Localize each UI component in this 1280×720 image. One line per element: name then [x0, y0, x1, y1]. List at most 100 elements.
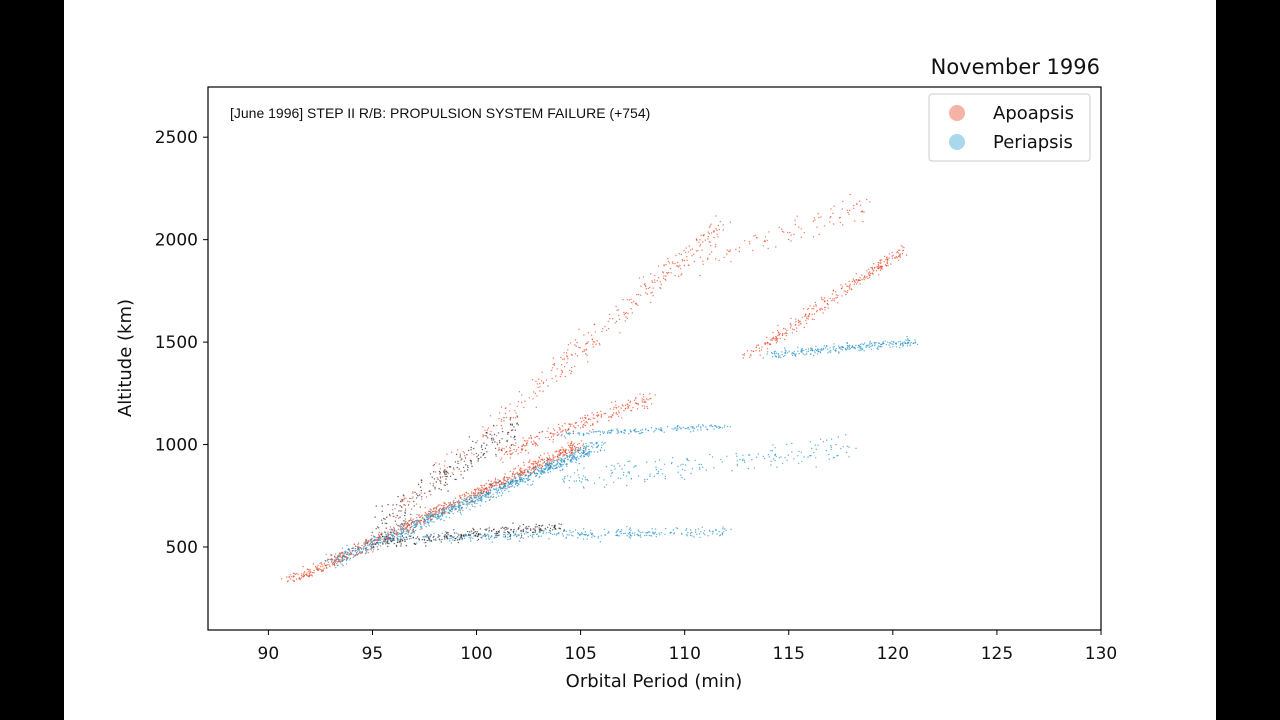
- point-apoapsis: [686, 259, 688, 261]
- point-apoapsis: [857, 279, 859, 282]
- point-debris: [383, 538, 385, 540]
- point-periapsis: [646, 461, 648, 463]
- point-periapsis: [577, 451, 579, 454]
- point-periapsis: [559, 459, 561, 462]
- point-apoapsis: [709, 253, 711, 255]
- point-apoapsis: [487, 490, 489, 492]
- point-periapsis: [424, 535, 426, 537]
- point-apoapsis: [567, 442, 569, 444]
- point-apoapsis: [618, 406, 620, 408]
- point-periapsis: [633, 534, 636, 536]
- point-apoapsis: [878, 267, 881, 269]
- point-debris: [456, 466, 458, 469]
- point-periapsis: [895, 346, 898, 348]
- point-periapsis: [686, 427, 688, 430]
- point-periapsis: [572, 458, 574, 460]
- point-debris: [457, 460, 459, 462]
- point-debris: [454, 478, 456, 481]
- point-apoapsis: [530, 436, 532, 439]
- point-periapsis: [343, 555, 345, 557]
- point-periapsis: [492, 493, 494, 495]
- point-periapsis: [536, 473, 539, 475]
- point-periapsis: [705, 469, 707, 471]
- point-apoapsis: [872, 273, 874, 275]
- point-periapsis: [545, 462, 547, 465]
- point-periapsis: [513, 486, 515, 488]
- point-debris: [467, 449, 470, 452]
- point-periapsis: [505, 482, 507, 485]
- point-debris: [467, 530, 469, 533]
- point-apoapsis: [879, 269, 882, 271]
- point-debris: [385, 535, 387, 538]
- point-periapsis: [630, 478, 633, 480]
- point-apoapsis: [593, 323, 596, 326]
- point-apoapsis: [365, 542, 367, 544]
- point-debris: [490, 530, 493, 532]
- point-debris: [480, 536, 482, 539]
- point-periapsis: [530, 484, 532, 486]
- point-debris: [457, 536, 459, 538]
- point-apoapsis: [854, 281, 856, 283]
- point-apoapsis: [618, 412, 620, 414]
- point-periapsis: [901, 343, 904, 345]
- point-debris: [480, 446, 483, 448]
- point-apoapsis: [560, 373, 562, 375]
- point-debris: [389, 537, 391, 539]
- point-periapsis: [593, 482, 596, 484]
- point-apoapsis: [569, 445, 571, 447]
- point-apoapsis: [445, 503, 447, 506]
- point-apoapsis: [473, 453, 475, 456]
- point-periapsis: [624, 429, 626, 431]
- point-periapsis: [673, 532, 676, 534]
- point-apoapsis: [539, 390, 541, 392]
- point-periapsis: [489, 488, 491, 490]
- point-periapsis: [637, 475, 640, 477]
- point-periapsis: [344, 556, 347, 558]
- point-apoapsis: [649, 398, 651, 400]
- point-periapsis: [779, 355, 781, 357]
- point-apoapsis: [519, 472, 522, 474]
- point-apoapsis: [505, 450, 508, 453]
- point-apoapsis: [586, 422, 588, 424]
- point-periapsis: [882, 342, 884, 344]
- point-periapsis: [393, 527, 395, 530]
- point-apoapsis: [771, 338, 773, 340]
- point-periapsis: [791, 354, 794, 357]
- point-apoapsis: [518, 472, 520, 475]
- point-apoapsis: [528, 397, 530, 399]
- point-apoapsis: [524, 400, 526, 402]
- point-debris: [500, 527, 502, 529]
- point-apoapsis: [313, 569, 315, 572]
- point-debris: [499, 442, 501, 444]
- point-apoapsis: [755, 236, 758, 239]
- point-periapsis: [649, 475, 651, 477]
- x-tick-label: 95: [362, 644, 384, 664]
- point-periapsis: [610, 430, 613, 432]
- point-periapsis: [507, 486, 509, 489]
- point-apoapsis: [802, 308, 805, 310]
- point-periapsis: [777, 353, 780, 355]
- point-periapsis: [794, 355, 797, 357]
- point-apoapsis: [408, 501, 411, 503]
- point-apoapsis: [859, 283, 861, 285]
- point-debris: [481, 444, 483, 447]
- point-periapsis: [666, 425, 669, 428]
- point-apoapsis: [457, 501, 460, 503]
- point-periapsis: [419, 522, 422, 524]
- point-debris: [496, 444, 499, 446]
- point-apoapsis: [759, 354, 761, 356]
- point-apoapsis: [482, 434, 484, 436]
- point-periapsis: [475, 496, 478, 499]
- point-apoapsis: [869, 272, 872, 275]
- point-periapsis: [416, 523, 419, 525]
- point-periapsis: [459, 511, 462, 514]
- point-periapsis: [663, 431, 665, 433]
- point-apoapsis: [331, 562, 334, 565]
- point-periapsis: [357, 553, 360, 555]
- point-apoapsis: [530, 441, 533, 443]
- point-periapsis: [521, 479, 523, 481]
- point-periapsis: [751, 459, 753, 461]
- point-apoapsis: [897, 252, 900, 254]
- point-debris: [440, 480, 442, 482]
- point-periapsis: [631, 532, 634, 534]
